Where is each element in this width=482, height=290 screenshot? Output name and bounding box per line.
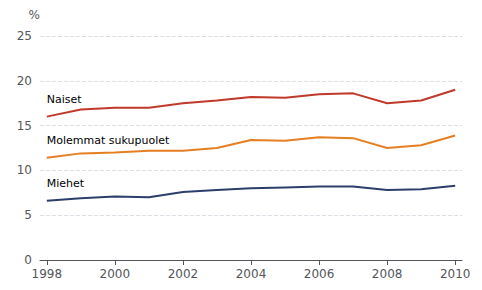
svg-text:15: 15 <box>17 119 32 133</box>
svg-text:0: 0 <box>24 253 32 267</box>
svg-text:2010: 2010 <box>440 267 471 281</box>
svg-text:Miehet: Miehet <box>47 177 85 190</box>
svg-text:Molemmat sukupuolet: Molemmat sukupuolet <box>47 134 170 147</box>
svg-text:2008: 2008 <box>372 267 403 281</box>
svg-text:20: 20 <box>17 74 32 88</box>
svg-text:2006: 2006 <box>304 267 335 281</box>
svg-text:%: % <box>29 8 40 22</box>
svg-text:1998: 1998 <box>32 267 63 281</box>
svg-text:2002: 2002 <box>168 267 199 281</box>
svg-text:10: 10 <box>17 163 32 177</box>
svg-text:2004: 2004 <box>236 267 267 281</box>
svg-text:Naiset: Naiset <box>47 93 83 106</box>
svg-text:25: 25 <box>17 29 32 43</box>
svg-text:2000: 2000 <box>100 267 131 281</box>
svg-text:5: 5 <box>24 208 32 222</box>
